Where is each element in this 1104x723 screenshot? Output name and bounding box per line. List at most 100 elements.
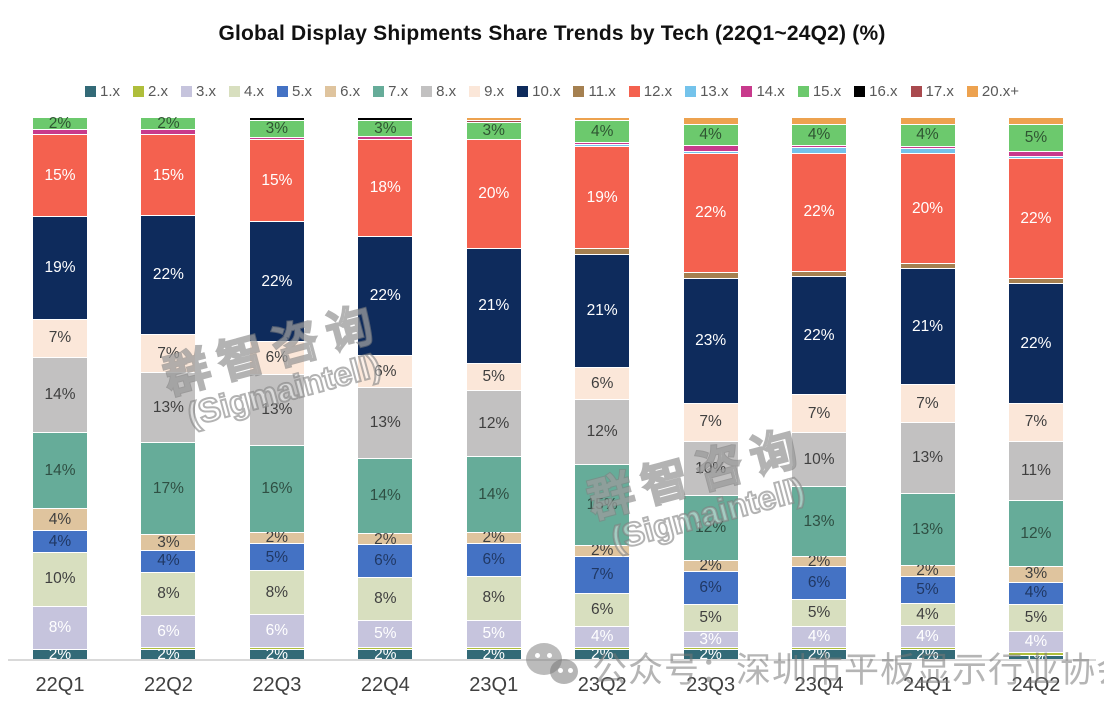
segment-label: 7%: [1024, 413, 1048, 431]
legend-item-3.x: 3.x: [181, 83, 216, 100]
bar-segment-7.x: 12%: [1008, 500, 1063, 566]
bar-segment-12.x: 18%: [358, 138, 413, 236]
segment-label: 5%: [374, 625, 397, 643]
bar-segment-3.x: 4%: [900, 624, 955, 647]
x-axis-label: 22Q3: [252, 674, 302, 696]
segment-label: 12%: [478, 414, 510, 432]
legend-item-label: 14.x: [756, 83, 785, 100]
legend-swatch-icon: [854, 86, 866, 97]
x-axis-label: 23Q3: [686, 674, 736, 696]
bar-segment-15.x: 2%: [141, 116, 196, 131]
bar-segment-6.x: 2%: [358, 530, 413, 548]
segment-label: 8%: [374, 590, 397, 608]
segment-label: 2%: [48, 646, 72, 664]
bar-column-22Q3: 2% 6% 8% 5% 2% 16% 13% 6% 22% 15% 3%: [249, 118, 304, 662]
bar-segment-1.x: 2%: [575, 646, 630, 664]
bar-segment-8.x: 13%: [358, 387, 413, 458]
bar-segment-20.x+: [792, 118, 847, 124]
legend-swatch-icon: [517, 86, 529, 97]
segment-label: 4%: [916, 126, 939, 144]
bar-segment-9.x: 7%: [141, 334, 196, 372]
segment-label: 13%: [911, 449, 944, 467]
legend-item-2.x: 2.x: [133, 83, 168, 100]
segment-label: 2%: [48, 114, 72, 132]
segment-label: 22%: [261, 272, 293, 290]
bar-segment-7.x: 15%: [575, 463, 630, 545]
bar-segment-14.x: [141, 128, 196, 135]
legend-item-label: 16.x: [869, 83, 898, 100]
segment-label: 2%: [482, 646, 505, 664]
x-axis-label: 22Q1: [35, 674, 85, 696]
segment-label: 3%: [157, 533, 180, 551]
legend-item-15.x: 15.x: [797, 83, 841, 100]
bar-segment-12.x: 15%: [33, 134, 87, 216]
bar-segment-4.x: 5%: [683, 603, 738, 631]
bar-segment-5.x: 5%: [900, 575, 955, 603]
legend-swatch-icon: [84, 86, 96, 97]
segment-label: 5%: [916, 581, 939, 598]
bar-segment-9.x: 6%: [575, 367, 630, 400]
legend-item-13.x: 13.x: [685, 83, 728, 100]
bar-segment-10.x: 21%: [900, 268, 955, 384]
segment-label: 6%: [374, 552, 397, 570]
segment-label: 2%: [590, 646, 614, 664]
x-axis-label: 23Q1: [469, 674, 519, 696]
bar-segment-6.x: 2%: [792, 552, 847, 570]
bar-segment-12.x: 22%: [792, 152, 847, 271]
segment-label: 2%: [699, 646, 722, 664]
segment-label: 2%: [807, 552, 831, 570]
bar-segment-3.x: 4%: [1008, 630, 1063, 653]
bar-segment-14.x: [1008, 150, 1063, 157]
bar-segment-5.x: 5%: [249, 543, 304, 571]
bar-segment-4.x: 8%: [141, 571, 196, 615]
bar-segment-15.x: 2%: [33, 114, 87, 132]
bar-column-23Q4: 2% 4% 5% 6% 2% 13% 10% 7% 22% 22% 4%: [792, 118, 847, 662]
bar-segment-16.x: [358, 118, 413, 121]
legend-swatch-icon: [966, 86, 978, 97]
bar-segment-5.x: 6%: [466, 543, 521, 576]
legend-swatch-icon: [373, 86, 385, 97]
bar-segment-20.x+: [683, 118, 738, 124]
legend-item-12.x: 12.x: [628, 83, 672, 100]
segment-label: 7%: [916, 394, 939, 412]
legend-item-5.x: 5.x: [277, 83, 312, 100]
bar-segment-11.x: [575, 248, 630, 254]
legend-item-label: 10.x: [532, 83, 561, 100]
segment-label: 4%: [1024, 584, 1048, 602]
segment-label: 4%: [807, 126, 831, 143]
bar-segment-15.x: 4%: [575, 120, 630, 142]
bar-segment-7.x: 13%: [792, 485, 847, 556]
segment-label: 5%: [699, 608, 722, 626]
segment-label: 2%: [374, 530, 397, 548]
bar-segment-6.x: 3%: [1008, 565, 1063, 582]
segment-label: 6%: [265, 622, 289, 640]
bar-segment-2.x: [683, 646, 738, 650]
legend-item-1.x: 1.x: [84, 83, 120, 100]
bar-segment-5.x: 4%: [141, 549, 196, 572]
segment-label: 4%: [48, 510, 72, 528]
bar-segment-1.x: 2%: [33, 646, 87, 664]
bar-segment-5.x: 6%: [358, 544, 413, 577]
bar-segment-12.x: 22%: [1008, 158, 1063, 278]
segment-label: 8%: [157, 584, 180, 602]
bar-segment-1.x: 2%: [900, 647, 955, 662]
legend-item-label: 3.x: [196, 83, 217, 100]
segment-label: 14%: [478, 485, 510, 503]
legend-swatch-icon: [469, 86, 481, 97]
segment-label: 13%: [369, 414, 401, 432]
bar-segment-17.x: [466, 120, 521, 123]
bar-segment-8.x: 10%: [683, 440, 738, 495]
segment-label: 10%: [803, 450, 835, 468]
segment-label: 10%: [44, 570, 76, 588]
segment-label: 20%: [911, 199, 944, 217]
bar-segment-15.x: 3%: [358, 120, 413, 136]
bar-segment-2.x: [249, 646, 304, 650]
segment-label: 5%: [807, 603, 831, 621]
bar-segment-3.x: 6%: [249, 614, 304, 647]
segment-label: 13%: [803, 512, 835, 530]
bar-segment-5.x: 6%: [792, 566, 847, 599]
legend-item-20.x+: 20.x+: [966, 83, 1019, 100]
bar-segment-7.x: 12%: [683, 494, 738, 561]
bar-column-24Q1: 2% 4% 4% 5% 2% 13% 13% 7% 21% 20% 4%: [900, 118, 955, 662]
legend-item-9.x: 9.x: [469, 83, 504, 100]
